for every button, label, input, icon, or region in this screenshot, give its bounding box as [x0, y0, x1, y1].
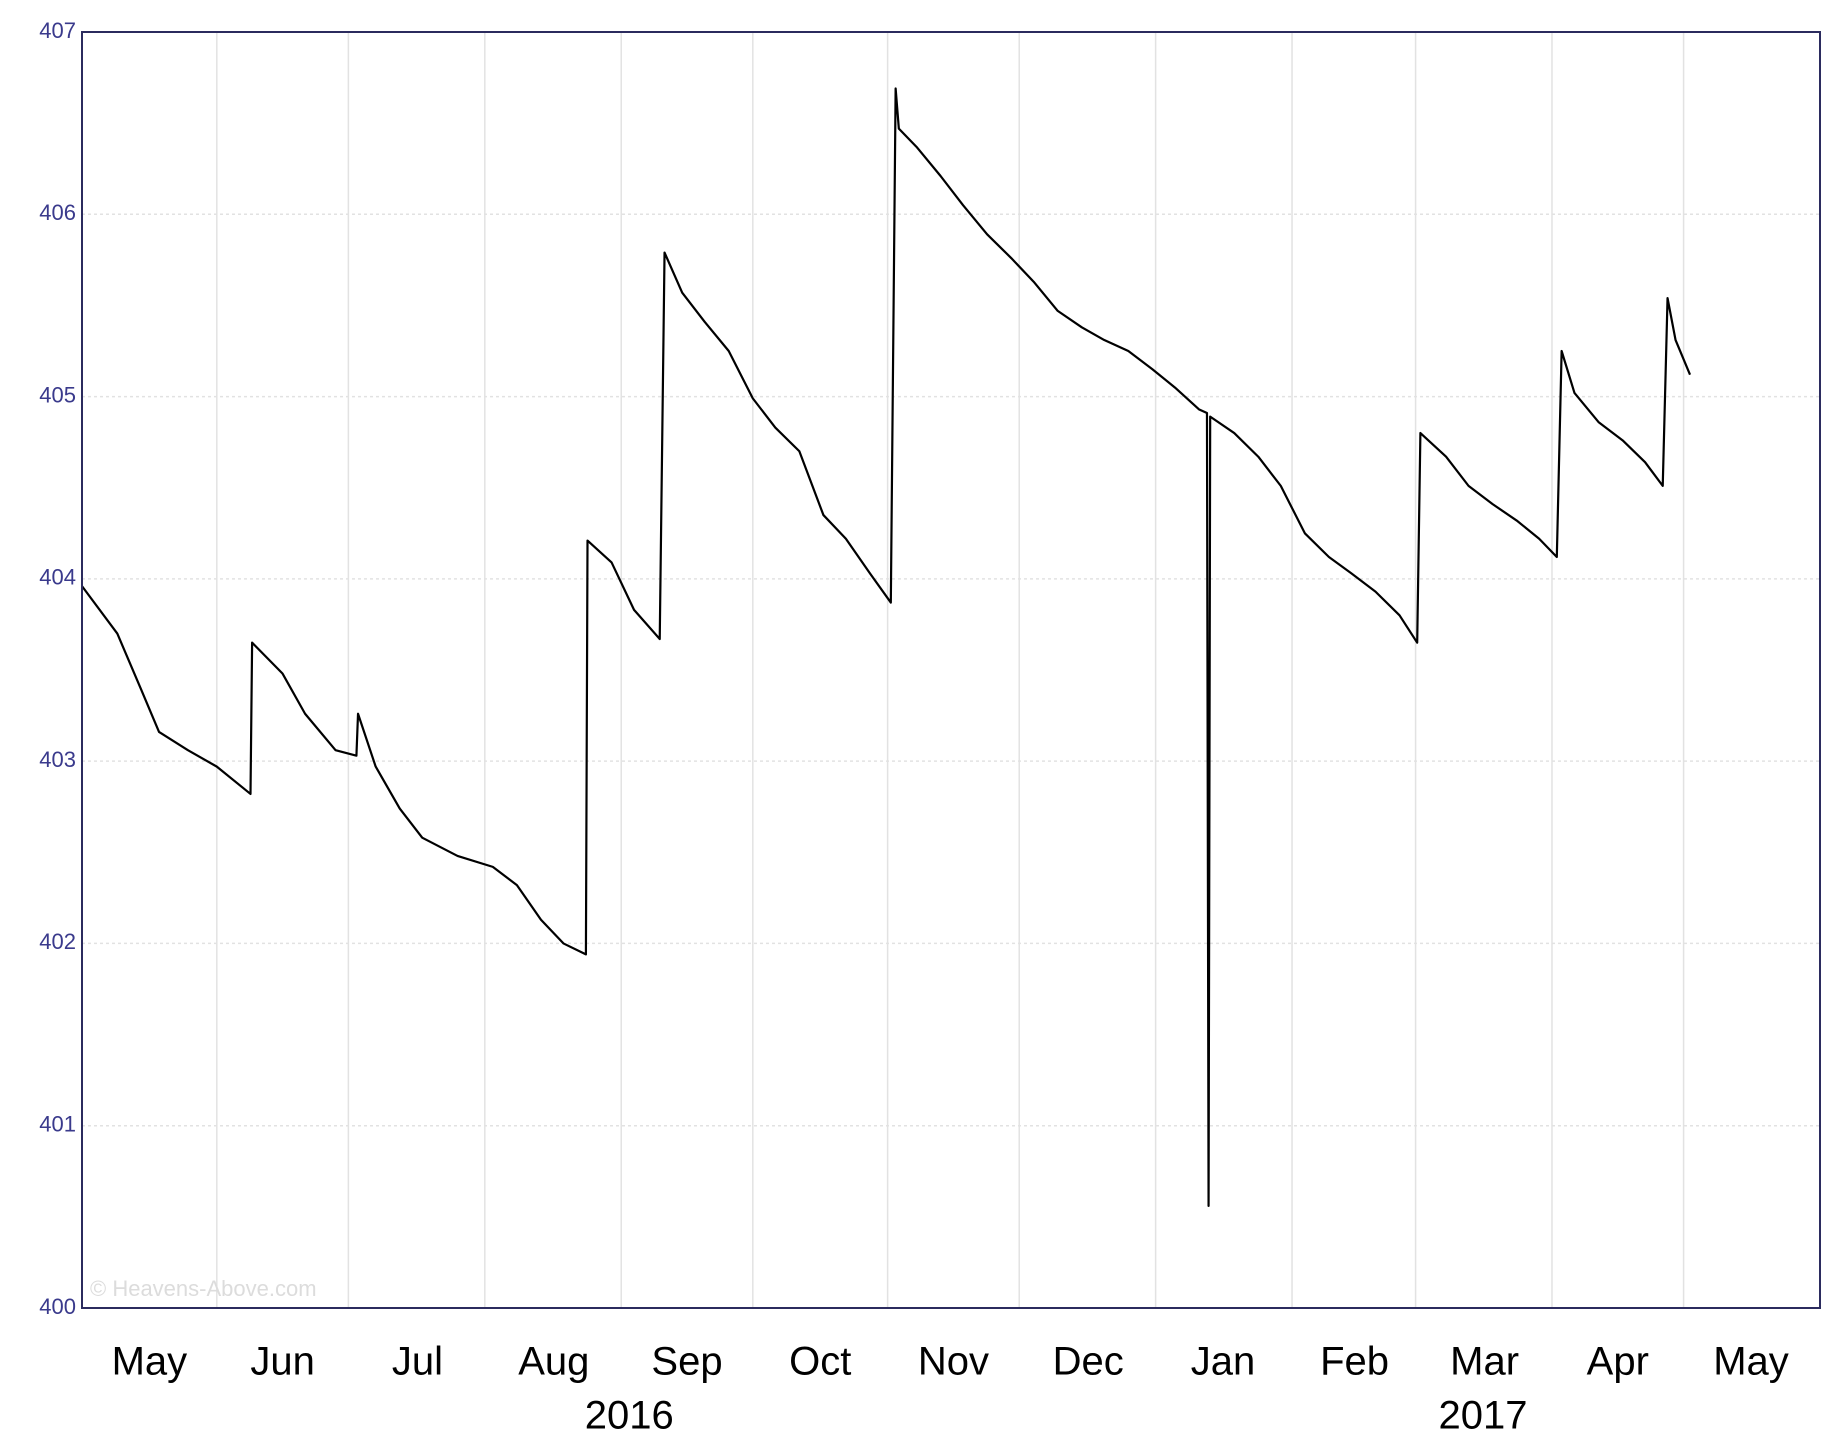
y-tick-label: 405	[39, 382, 76, 407]
watermark: © Heavens-Above.com	[90, 1276, 317, 1301]
x-tick-label: Aug	[518, 1340, 589, 1384]
x-tick-label: Feb	[1320, 1340, 1389, 1384]
y-tick-label: 402	[39, 929, 76, 954]
y-tick-label: 403	[39, 747, 76, 772]
plot-frame	[81, 31, 1821, 1309]
x-tick-label: May	[112, 1340, 188, 1384]
x-tick-label: Nov	[918, 1340, 989, 1384]
year-label: 2016	[585, 1394, 674, 1438]
year-label: 2017	[1438, 1394, 1527, 1438]
x-tick-label: May	[1713, 1340, 1789, 1384]
x-tick-label: Sep	[651, 1340, 722, 1384]
x-tick-label: Jun	[250, 1340, 315, 1384]
x-tick-label: Jan	[1191, 1340, 1256, 1384]
x-tick-label: Apr	[1587, 1340, 1649, 1384]
x-tick-label: Mar	[1450, 1340, 1519, 1384]
y-tick-label: 401	[39, 1112, 76, 1137]
y-tick-label: 400	[39, 1294, 76, 1319]
x-tick-label: Jul	[392, 1340, 443, 1384]
y-tick-label: 406	[39, 200, 76, 225]
x-tick-label: Dec	[1053, 1340, 1124, 1384]
y-tick-label: 407	[39, 18, 76, 43]
x-tick-label: Oct	[789, 1340, 851, 1384]
y-tick-label: 404	[39, 565, 76, 590]
data-line	[81, 87, 1692, 1208]
